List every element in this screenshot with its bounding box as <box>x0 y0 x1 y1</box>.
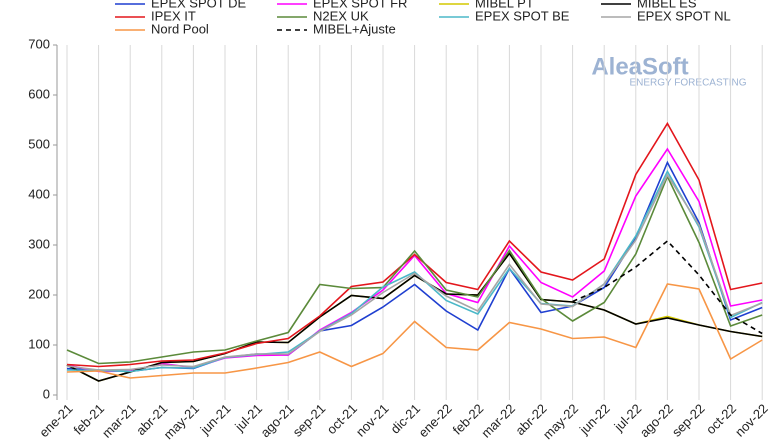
legend-label: IPEX IT <box>151 8 196 23</box>
legend-label: MIBEL+Ajuste <box>313 21 396 36</box>
x-tick-label: may-21 <box>161 401 202 440</box>
y-tick-label: 600 <box>28 86 50 101</box>
x-tick-label: mar-22 <box>478 401 518 440</box>
legend-label: N2EX UK <box>313 8 369 23</box>
x-tick-label: may-22 <box>540 401 581 440</box>
y-tick-label: 300 <box>28 236 50 251</box>
x-tick-label: ago-21 <box>258 401 297 440</box>
y-tick-label: 500 <box>28 136 50 151</box>
x-tick-label: jun-22 <box>576 401 613 438</box>
series-line <box>66 121 763 368</box>
series-line <box>66 174 763 365</box>
legend-label: EPEX SPOT FR <box>313 0 407 10</box>
x-tick-label: ene-21 <box>36 401 75 440</box>
watermark-title: AleaSoft <box>591 53 688 80</box>
x-tick-label: mar-21 <box>99 401 139 440</box>
series-line <box>66 169 763 373</box>
x-tick-label: ene-22 <box>416 401 455 440</box>
series-line <box>572 239 763 335</box>
x-tick-label: jun-21 <box>197 401 234 438</box>
y-tick-label: 700 <box>28 36 50 51</box>
legend-label: MIBEL PT <box>475 0 534 10</box>
series-line <box>66 283 763 379</box>
legend-label: EPEX SPOT NL <box>637 8 731 23</box>
x-tick-label: sep-22 <box>669 401 708 440</box>
watermark-subtitle: ENERGY FORECASTING <box>629 78 746 89</box>
x-tick-label: sep-21 <box>290 401 329 440</box>
series-line <box>66 173 763 371</box>
x-tick-label: nov-21 <box>353 401 392 440</box>
y-tick-label: 100 <box>28 336 50 351</box>
y-tick-label: 200 <box>28 286 50 301</box>
legend-label: Nord Pool <box>151 21 209 36</box>
x-tick-label: ago-22 <box>637 401 676 440</box>
y-tick-label: 400 <box>28 186 50 201</box>
x-tick-label: nov-22 <box>732 401 771 440</box>
legend-label: EPEX SPOT BE <box>475 8 570 23</box>
y-tick-label: 0 <box>43 386 50 401</box>
legend-label: MIBEL ES <box>637 0 697 10</box>
series-line <box>66 252 763 382</box>
legend-label: EPEX SPOT DE <box>151 0 246 10</box>
